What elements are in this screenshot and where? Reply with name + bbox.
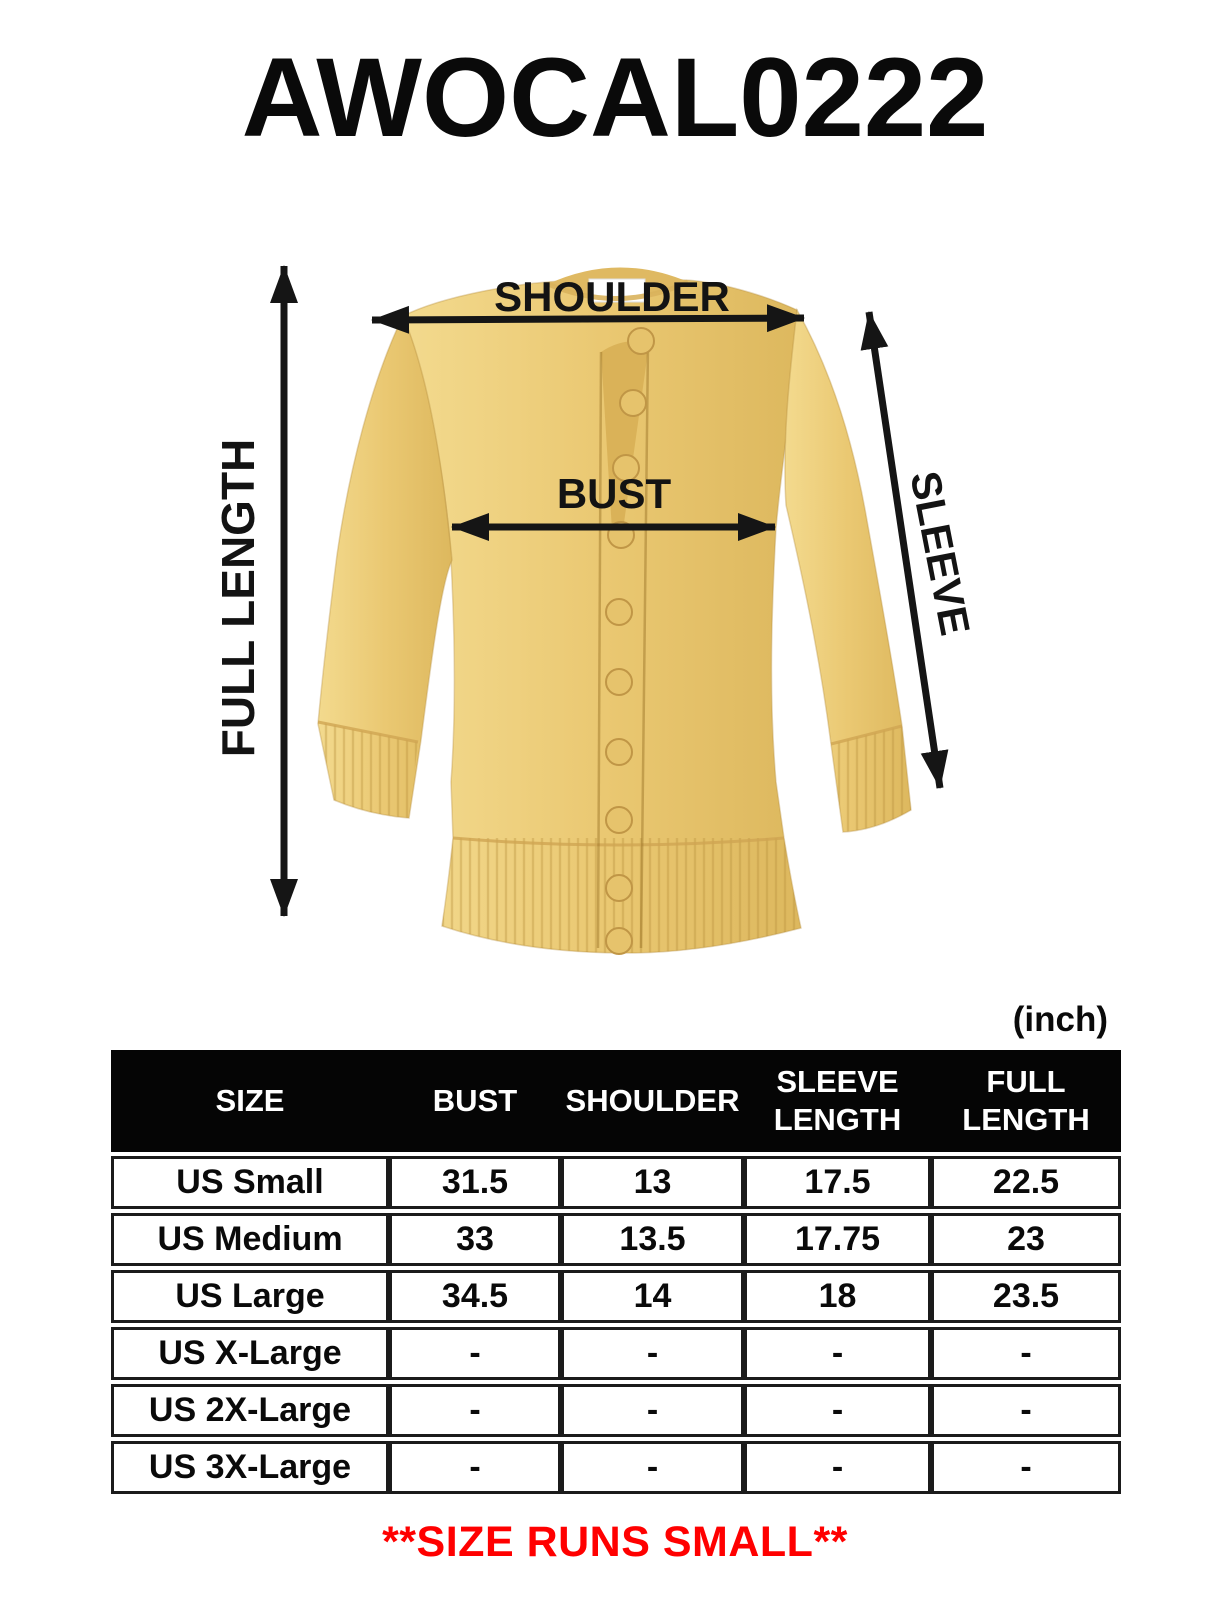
size-table-header-row: SIZE BUST SHOULDER SLEEVE LENGTH FULL LE… [111, 1050, 1121, 1152]
bust-cell: - [389, 1327, 561, 1380]
table-row: US Small 31.5 13 17.5 22.5 [111, 1156, 1121, 1209]
size-cell: US Small [111, 1156, 389, 1209]
col-header-full-length: FULL LENGTH [931, 1050, 1121, 1152]
full-length-cell: 23 [931, 1213, 1121, 1266]
full-length-cell: - [931, 1441, 1121, 1494]
sleeve-length-cell: 18 [744, 1270, 931, 1323]
table-row: US Medium 33 13.5 17.75 23 [111, 1213, 1121, 1266]
left-cuff-seam [317, 720, 419, 744]
size-cell: US Medium [111, 1213, 389, 1266]
shoulder-label: SHOULDER [494, 273, 730, 320]
unit-label: (inch) [1012, 1000, 1108, 1039]
size-runs-small-note: **SIZE RUNS SMALL** [382, 1518, 848, 1566]
placket-seam-left [596, 351, 603, 949]
button-row [605, 327, 655, 955]
shoulder-cell: 14 [561, 1270, 744, 1323]
full-length-cell: 23.5 [931, 1270, 1121, 1323]
table-row: US Large 34.5 14 18 23.5 [111, 1270, 1121, 1323]
collar-rim [547, 279, 690, 301]
shoulder-cell: - [561, 1327, 744, 1380]
size-table: SIZE BUST SHOULDER SLEEVE LENGTH FULL LE… [111, 1046, 1121, 1498]
col-header-shoulder: SHOULDER [561, 1050, 744, 1152]
full-length-cell: - [931, 1384, 1121, 1437]
size-cell: US 3X-Large [111, 1441, 389, 1494]
sleeve-length-cell: 17.75 [744, 1213, 931, 1266]
bust-cell: 31.5 [389, 1156, 561, 1209]
col-header-sleeve-length: SLEEVE LENGTH [744, 1050, 931, 1152]
measurement-arrows [270, 265, 949, 917]
bust-label: BUST [557, 470, 672, 517]
hem-band-seam [452, 836, 785, 847]
sleeve-length-cell: - [744, 1327, 931, 1380]
full-length-cell: - [931, 1327, 1121, 1380]
sleeve-length-cell: - [744, 1384, 931, 1437]
full-length-cell: 22.5 [931, 1156, 1121, 1209]
bust-cell: - [389, 1384, 561, 1437]
sleeve-length-cell: 17.5 [744, 1156, 931, 1209]
table-row: US 2X-Large - - - - [111, 1384, 1121, 1437]
table-row: US 3X-Large - - - - [111, 1441, 1121, 1494]
shoulder-cell: - [561, 1384, 744, 1437]
shoulder-cell: - [561, 1441, 744, 1494]
left-cuff-rib [318, 722, 418, 818]
full-length-label: FULL LENGTH [212, 439, 264, 758]
sleeve-arrow [860, 311, 949, 789]
bust-cell: 33 [389, 1213, 561, 1266]
shoulder-cell: 13.5 [561, 1213, 744, 1266]
col-header-bust: BUST [389, 1050, 561, 1152]
col-header-size: SIZE [111, 1050, 389, 1152]
placket-seam-right [639, 343, 650, 949]
size-cell: US 2X-Large [111, 1384, 389, 1437]
table-row: US X-Large - - - - [111, 1327, 1121, 1380]
size-cell: US X-Large [111, 1327, 389, 1380]
size-cell: US Large [111, 1270, 389, 1323]
bust-cell: - [389, 1441, 561, 1494]
shoulder-arrow [371, 304, 805, 334]
bust-cell: 34.5 [389, 1270, 561, 1323]
sleeve-length-cell: - [744, 1441, 931, 1494]
page-title: AWOCAL0222 [241, 35, 989, 160]
cardigan-illustration [317, 267, 912, 955]
shoulder-cell: 13 [561, 1156, 744, 1209]
